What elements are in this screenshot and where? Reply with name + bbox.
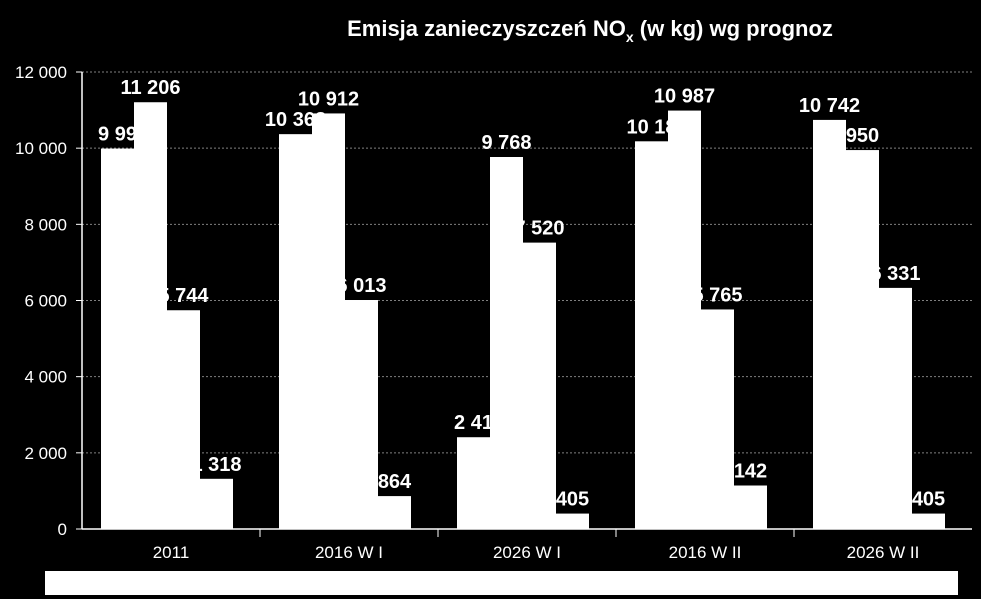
y-tick-label: 8 000 bbox=[24, 215, 67, 234]
y-tick-label: 6 000 bbox=[24, 292, 67, 311]
y-tick-label: 10 000 bbox=[15, 139, 67, 158]
x-tick-label: 2026 W II bbox=[847, 543, 920, 562]
bar bbox=[523, 242, 556, 529]
bar bbox=[734, 485, 767, 529]
bar bbox=[279, 134, 312, 530]
bar bbox=[200, 478, 233, 529]
y-tick-label: 2 000 bbox=[24, 444, 67, 463]
bar bbox=[167, 310, 200, 529]
data-label: 142 bbox=[734, 461, 767, 483]
y-tick-label: 12 000 bbox=[15, 63, 67, 82]
data-label: 6 013 bbox=[336, 275, 386, 297]
legend-box bbox=[45, 571, 958, 595]
bar bbox=[701, 309, 734, 529]
data-label: 9 99 bbox=[98, 124, 137, 146]
chart-title-main: Emisja zanieczyszczeń NO bbox=[347, 16, 626, 41]
x-tick-label: 2016 W II bbox=[669, 543, 742, 562]
data-label: 7 520 bbox=[514, 218, 564, 240]
bars bbox=[101, 102, 945, 530]
data-label: 10 987 bbox=[654, 86, 715, 108]
data-label: 2 41 bbox=[454, 412, 493, 434]
bar bbox=[635, 141, 668, 530]
y-axis-ticks: 0 2 000 4 000 6 000 8 000 10 000 12 000 bbox=[15, 63, 82, 539]
y-tick-label: 4 000 bbox=[24, 368, 67, 387]
bar bbox=[134, 102, 167, 530]
data-label: 405 bbox=[556, 489, 589, 511]
bar bbox=[490, 157, 523, 529]
data-label: 1 318 bbox=[191, 454, 241, 476]
chart-title: Emisja zanieczyszczeń NOx (w kg) wg prog… bbox=[347, 16, 833, 45]
bar bbox=[101, 148, 134, 530]
data-label: 6 331 bbox=[870, 263, 920, 285]
data-label: 5 744 bbox=[158, 285, 209, 307]
x-axis-categories: 2011 2016 W I 2026 W I 2016 W II 2026 W II bbox=[153, 529, 920, 562]
x-tick-label: 2016 W I bbox=[315, 543, 383, 562]
bar bbox=[846, 150, 879, 529]
data-label: 950 bbox=[846, 125, 879, 147]
bar bbox=[312, 113, 345, 530]
bar bbox=[378, 496, 411, 529]
bar bbox=[912, 513, 945, 529]
bar bbox=[457, 437, 490, 529]
y-tick-label: 0 bbox=[58, 520, 67, 539]
data-label: 864 bbox=[378, 471, 412, 493]
data-label: 5 765 bbox=[692, 284, 742, 306]
chart-title-subscript: x bbox=[626, 29, 634, 45]
data-label: 9 768 bbox=[481, 132, 531, 154]
data-label: 10 18 bbox=[626, 116, 676, 138]
bar bbox=[879, 287, 912, 529]
x-tick-label: 2011 bbox=[153, 543, 190, 562]
data-label: 10 368 bbox=[265, 109, 326, 131]
x-tick-label: 2026 W I bbox=[493, 543, 561, 562]
bar bbox=[556, 513, 589, 529]
bar bbox=[668, 110, 701, 529]
data-label: 10 912 bbox=[298, 88, 359, 110]
data-label: 405 bbox=[912, 489, 945, 511]
data-label: 10 742 bbox=[799, 95, 860, 117]
bar bbox=[345, 300, 378, 529]
chart-title-tail: (w kg) wg prognoz bbox=[634, 16, 833, 41]
data-label: 11 206 bbox=[120, 77, 180, 99]
bar bbox=[813, 119, 846, 529]
